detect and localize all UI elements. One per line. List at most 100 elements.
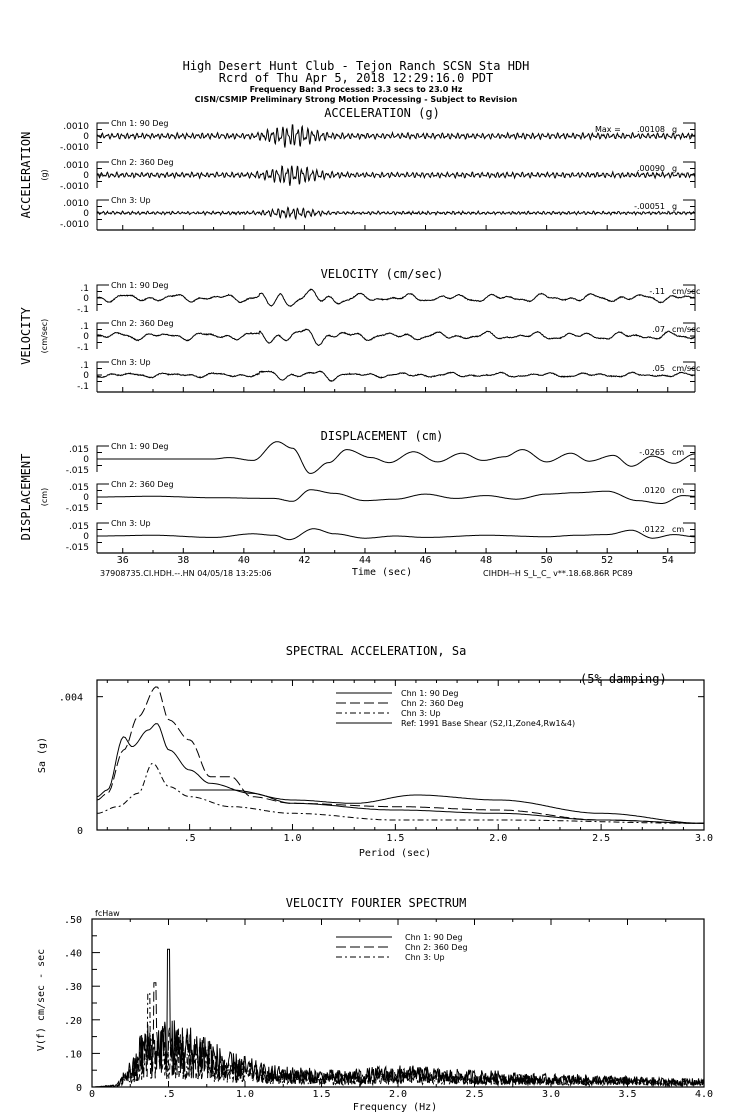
sa-y-tick-label: 0	[77, 826, 83, 837]
channel-max-value: .07	[652, 325, 665, 334]
y-tick-label: .1	[80, 284, 89, 294]
sa-x-tick-label: 2.5	[592, 833, 610, 844]
fas-y-tick-label: 0	[76, 1083, 82, 1094]
channel-3-waveform	[97, 370, 696, 383]
fas-corner-label: fcHaw	[95, 909, 120, 918]
y-tick-label: .015	[69, 445, 89, 455]
velocity-ylabel: VELOCITY	[19, 306, 33, 365]
x-tick-label: 54	[662, 555, 674, 566]
fas-x-tick-label: 1.0	[236, 1089, 254, 1100]
y-tick-label: 0	[83, 332, 89, 342]
y-tick-label: -.015	[66, 504, 89, 514]
sa-legend-label: Chn 3: Up	[401, 709, 441, 718]
fas-legend-label: Chn 2: 360 Deg	[405, 943, 468, 952]
fas-series-3-line	[92, 992, 705, 1088]
x-tick-label: 42	[298, 555, 310, 566]
sa-damping-note: (5% damping)	[580, 672, 667, 686]
fas-x-tick-label: 2.0	[389, 1089, 407, 1100]
channel-label: Chn 3: Up	[111, 358, 151, 367]
fas-y-tick-label: .30	[64, 982, 82, 993]
y-tick-label: 0	[83, 294, 89, 304]
header-frequency-band: Frequency Band Processed: 3.3 secs to 23…	[250, 85, 463, 94]
acceleration-title: ACCELERATION (g)	[324, 106, 440, 120]
sa-plot-frame	[96, 679, 705, 831]
x-tick-label: 52	[601, 555, 613, 566]
channel-max-unit: cm/sec	[672, 287, 700, 296]
sa-title: SPECTRAL ACCELERATION, Sa	[286, 644, 467, 658]
sa-series-3-line	[96, 763, 704, 824]
channel-bracket-right	[683, 483, 696, 510]
y-tick-label: 0	[83, 455, 89, 465]
y-tick-label: .0010	[63, 122, 89, 132]
channel-max-value: .00108	[637, 125, 665, 134]
channel-max-unit: cm	[672, 448, 684, 457]
channel-bracket	[96, 199, 109, 230]
y-tick-label: -.0010	[60, 182, 89, 192]
header-record-time: Rcrd of Thu Apr 5, 2018 12:29:16.0 PDT	[219, 71, 494, 85]
y-tick-label: .1	[80, 361, 89, 371]
y-tick-label: .015	[69, 522, 89, 532]
channel-label: Chn 1: 90 Deg	[111, 281, 168, 290]
channel-3-waveform	[96, 206, 696, 221]
channel-max-value: .05	[652, 364, 665, 373]
sa-x-tick-label: 1.0	[283, 833, 301, 844]
y-tick-label: -.015	[66, 543, 89, 553]
channel-1-waveform	[96, 124, 696, 148]
x-tick-label: 46	[419, 555, 431, 566]
time-axis: 36 38 40 42 44 46 48 50 52 54	[97, 548, 696, 566]
channel-bracket-right	[683, 199, 696, 226]
fas-y-tick-label: .10	[64, 1049, 82, 1060]
footer-record-id: 37908735.CI.HDH.--.HN 04/05/18 13:25:06	[100, 569, 272, 578]
channel-label: Chn 2: 360 Deg	[111, 319, 174, 328]
sa-xlabel: Period (sec)	[359, 848, 431, 859]
channel-bracket-right	[683, 445, 696, 472]
channel-max-value: .0122	[642, 525, 665, 534]
time-axis	[97, 225, 696, 231]
channel-label: Chn 1: 90 Deg	[111, 442, 168, 451]
channel-label: Chn 2: 360 Deg	[111, 480, 174, 489]
y-tick-label: 0	[83, 209, 89, 219]
acceleration-yunit: (g)	[40, 169, 49, 180]
fas-x-tick-label: 4.0	[695, 1089, 713, 1100]
sa-y-tick-label: .004	[59, 693, 83, 704]
channel-max-unit: cm/sec	[672, 325, 700, 334]
displacement-yunit: (cm)	[40, 488, 49, 506]
displacement-title: DISPLACEMENT (cm)	[321, 429, 444, 443]
channel-2-waveform	[96, 165, 696, 186]
sa-series-2-line	[96, 686, 704, 824]
sa-x-tick-label: 1.5	[386, 833, 404, 844]
fas-x-tick-label: 1.5	[312, 1089, 330, 1100]
sa-legend-label: Chn 1: 90 Deg	[401, 689, 458, 698]
channel-bracket	[96, 483, 109, 510]
channel-1-waveform	[96, 288, 696, 307]
channel-max-value: -.00051	[634, 202, 665, 211]
velocity-title: VELOCITY (cm/sec)	[321, 267, 444, 281]
sa-x-tick-label: 3.0	[695, 833, 713, 844]
channel-1-waveform	[97, 441, 696, 474]
y-tick-label: .1	[80, 322, 89, 332]
sa-series-1-line	[96, 723, 704, 824]
y-tick-label: .015	[69, 483, 89, 493]
channel-2-trace-group: Chn 2: 360 Deg .10-.1 .07 cm/sec	[77, 319, 700, 353]
channel-max-unit: cm	[672, 525, 684, 534]
fas-x-tick-label: 2.5	[465, 1089, 483, 1100]
x-tick-label: 48	[480, 555, 492, 566]
channel-bracket-right	[683, 522, 696, 549]
fas-x-tick-label: .5	[162, 1089, 174, 1100]
sa-series-4-line	[189, 789, 704, 824]
y-tick-label: 0	[83, 171, 89, 181]
sa-legend-label: Chn 2: 360 Deg	[401, 699, 464, 708]
channel-max-value: -.11	[649, 287, 665, 296]
y-tick-label: -.1	[77, 305, 89, 315]
y-tick-label: -.1	[77, 343, 89, 353]
fas-ylabel: V(f) cm/sec - sec	[36, 949, 47, 1051]
fas-y-tick-label: .20	[64, 1016, 82, 1027]
